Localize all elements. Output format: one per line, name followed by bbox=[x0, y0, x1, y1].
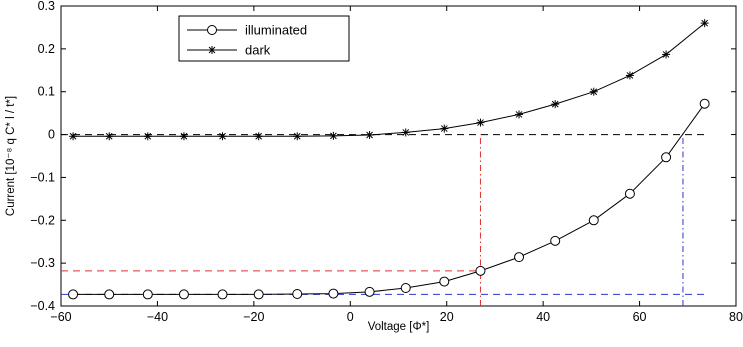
y-tick-label: 0.2 bbox=[38, 42, 55, 56]
x-tick-label: 20 bbox=[440, 310, 454, 324]
star-marker bbox=[254, 132, 263, 141]
legend-item: dark bbox=[187, 43, 271, 58]
star-marker bbox=[105, 132, 114, 141]
plot-frame bbox=[60, 5, 737, 307]
circle-marker bbox=[550, 235, 561, 246]
y-tick-label: 0.1 bbox=[38, 85, 55, 99]
star-marker bbox=[662, 50, 671, 59]
x-tick-label: −40 bbox=[147, 310, 168, 324]
star-marker bbox=[293, 132, 302, 141]
circle-marker bbox=[364, 286, 375, 297]
star-marker bbox=[440, 124, 449, 133]
series-dark bbox=[69, 19, 709, 141]
legend-item: illuminated bbox=[187, 23, 307, 38]
circle-marker bbox=[514, 252, 525, 263]
star-marker bbox=[143, 132, 152, 141]
y-tick-label: −0.4 bbox=[30, 299, 55, 313]
y-tick-label: 0 bbox=[48, 128, 55, 142]
star-marker bbox=[589, 87, 598, 96]
circle-marker bbox=[400, 283, 411, 293]
circle-marker bbox=[68, 289, 79, 300]
series-illuminated bbox=[68, 98, 710, 300]
circle-marker bbox=[328, 288, 339, 299]
star-marker bbox=[218, 132, 227, 141]
circle-marker bbox=[661, 152, 672, 163]
y-tick-label: −0.1 bbox=[30, 170, 55, 184]
star-marker bbox=[69, 132, 78, 141]
star-marker bbox=[700, 19, 709, 28]
star-marker bbox=[401, 128, 410, 137]
x-tick-label: 60 bbox=[633, 310, 647, 324]
plot-axes: −60 −40 −20 0 20 40 60 80 −0.4 −0.3 −0.2 −0.1 0 0.1 0.… bbox=[30, 0, 743, 324]
reference-lines bbox=[61, 134, 708, 306]
series-line bbox=[73, 22, 706, 137]
circle-marker bbox=[624, 188, 635, 199]
legend-label: illuminated bbox=[245, 23, 307, 38]
circle-marker bbox=[699, 98, 710, 109]
star-marker bbox=[476, 118, 485, 127]
y-axis-label: Current [10⁻⁸ q C* l / t*] bbox=[5, 96, 17, 216]
circle-marker bbox=[217, 289, 228, 300]
x-axis-label: Voltage [Φ*] bbox=[368, 321, 430, 333]
y-tick-label: 0.3 bbox=[38, 0, 55, 13]
star-marker bbox=[329, 131, 338, 140]
star-marker bbox=[208, 46, 216, 54]
circle-marker bbox=[253, 289, 264, 300]
y-tick-label: −0.2 bbox=[30, 213, 55, 227]
star-marker bbox=[179, 132, 188, 141]
x-tick-label: −60 bbox=[50, 310, 71, 324]
legend-box bbox=[178, 15, 350, 62]
data-series bbox=[68, 19, 710, 300]
legend: illuminated dark bbox=[178, 15, 350, 62]
circle-marker bbox=[178, 289, 189, 300]
x-tick-label: 40 bbox=[536, 310, 550, 324]
y-tick-label: −0.3 bbox=[30, 256, 55, 270]
circle-marker bbox=[207, 25, 217, 35]
x-tick-label: 0 bbox=[347, 310, 354, 324]
circle-marker bbox=[588, 215, 599, 226]
circle-marker bbox=[142, 289, 153, 300]
circle-marker bbox=[439, 276, 450, 287]
star-marker bbox=[365, 131, 374, 139]
circle-marker bbox=[475, 265, 486, 276]
legend-label: dark bbox=[245, 43, 271, 58]
circle-marker bbox=[292, 289, 303, 299]
star-marker bbox=[625, 71, 634, 80]
x-tick-label: 80 bbox=[729, 310, 743, 324]
circle-marker bbox=[104, 289, 115, 300]
star-marker bbox=[551, 100, 560, 109]
series-line bbox=[73, 103, 706, 295]
x-tick-label: −20 bbox=[243, 310, 264, 324]
star-marker bbox=[515, 110, 524, 119]
